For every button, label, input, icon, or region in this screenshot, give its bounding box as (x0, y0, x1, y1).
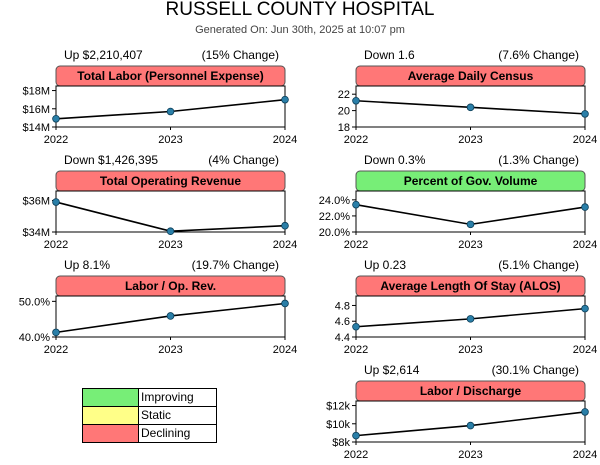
data-point (466, 315, 475, 323)
y-tick-label: 24.0% (319, 195, 350, 207)
change-text: Down $1,426,395 (64, 153, 158, 167)
y-tick-label: $14M (22, 122, 50, 134)
data-point (166, 107, 175, 116)
y-tick-label: 4.4 (335, 332, 350, 344)
percent-change-text: (4% Change) (208, 153, 279, 167)
x-tick-label: 2023 (458, 239, 482, 251)
data-point (52, 328, 60, 337)
y-tick-label: 22 (338, 89, 350, 101)
plot-area (55, 190, 286, 233)
legend-swatch-declining (83, 425, 139, 442)
chart-title: Labor / Discharge (420, 384, 522, 398)
percent-change-text: (30.1% Change) (492, 363, 579, 377)
x-tick-label: 2024 (273, 239, 297, 251)
chart-title: Average Daily Census (408, 69, 534, 83)
data-point (352, 96, 360, 105)
y-tick-label: $34M (22, 227, 50, 239)
legend-row-declining: Declining (83, 425, 217, 443)
plot-area (55, 85, 286, 128)
x-tick-label: 2023 (158, 239, 182, 251)
y-tick-label: 40.0% (19, 332, 50, 344)
change-text: Up 8.1% (64, 258, 110, 272)
percent-change-text: (19.7% Change) (192, 258, 279, 272)
change-text: Down 0.3% (364, 153, 426, 167)
data-point (52, 198, 60, 206)
legend-swatch-static (83, 407, 139, 424)
data-point (581, 203, 589, 211)
y-tick-label: $16M (22, 104, 50, 116)
x-tick-label: 2024 (273, 344, 297, 356)
y-tick-label: 18 (338, 122, 350, 134)
chart-title: Average Length Of Stay (ALOS) (380, 279, 560, 293)
percent-change-text: (15% Change) (202, 48, 279, 62)
x-tick-label: 2023 (158, 344, 182, 356)
data-point (166, 312, 175, 320)
percent-change-text: (1.3% Change) (498, 153, 579, 167)
data-point (466, 421, 475, 430)
change-text: Up $2,614 (364, 363, 420, 377)
x-tick-label: 2024 (573, 344, 597, 356)
legend-label-static: Static (141, 408, 172, 422)
page-title: RUSSELL COUNTY HOSPITAL (165, 0, 435, 20)
data-point (281, 221, 289, 230)
data-point (466, 220, 475, 229)
chart-title: Labor / Op. Rev. (125, 279, 216, 293)
x-tick-label: 2022 (44, 344, 68, 356)
y-tick-label: 4.8 (335, 300, 350, 312)
percent-change-text: (5.1% Change) (498, 258, 579, 272)
chart-title: Percent of Gov. Volume (404, 174, 538, 188)
data-point (466, 103, 475, 112)
y-tick-label: $10k (326, 419, 350, 431)
y-tick-label: $8k (332, 437, 350, 449)
data-point (581, 408, 589, 416)
x-tick-label: 2022 (344, 239, 368, 251)
x-tick-label: 2022 (344, 134, 368, 146)
data-point (281, 299, 289, 308)
x-tick-label: 2023 (158, 134, 182, 146)
change-text: Up 0.23 (364, 258, 406, 272)
x-tick-label: 2023 (458, 134, 482, 146)
data-point (581, 304, 589, 313)
x-tick-label: 2024 (273, 134, 297, 146)
x-tick-label: 2022 (344, 449, 368, 461)
y-tick-label: 20 (338, 106, 350, 118)
legend-row-improving: Improving (83, 389, 217, 407)
x-tick-label: 2024 (573, 449, 597, 461)
data-point (52, 115, 60, 123)
legend-row-static: Static (83, 407, 217, 425)
data-point (352, 200, 360, 209)
page-subtitle: Generated On: Jun 30th, 2025 at 10:07 pm (195, 24, 405, 36)
x-tick-label: 2023 (458, 449, 482, 461)
x-tick-label: 2024 (573, 239, 597, 251)
x-tick-label: 2023 (458, 344, 482, 356)
y-tick-label: $18M (22, 86, 50, 98)
data-point (581, 110, 589, 118)
x-tick-label: 2022 (44, 134, 68, 146)
y-tick-label: 4.6 (335, 316, 350, 328)
y-tick-label: 50.0% (19, 296, 50, 308)
x-tick-label: 2022 (344, 344, 368, 356)
plot-area (355, 400, 586, 443)
y-tick-label: $36M (22, 195, 50, 207)
data-point (166, 227, 175, 236)
y-tick-label: 20.0% (319, 227, 350, 239)
data-point (352, 431, 360, 440)
y-tick-label: 22.0% (319, 211, 350, 223)
legend-label-improving: Improving (141, 390, 194, 404)
change-text: Down 1.6 (364, 48, 415, 62)
legend-swatch-improving (83, 389, 139, 406)
change-text: Up $2,210,407 (64, 48, 143, 62)
status-legend: Improving Static Declining (82, 388, 217, 443)
x-tick-label: 2024 (573, 134, 597, 146)
chart-title: Total Labor (Personnel Expense) (77, 69, 263, 83)
data-point (352, 322, 360, 331)
plot-area (55, 295, 286, 338)
percent-change-text: (7.6% Change) (498, 48, 579, 62)
legend-label-declining: Declining (141, 426, 191, 440)
chart-title: Total Operating Revenue (100, 174, 241, 188)
x-tick-label: 2022 (44, 239, 68, 251)
data-point (281, 95, 289, 104)
y-tick-label: $12k (326, 401, 350, 413)
